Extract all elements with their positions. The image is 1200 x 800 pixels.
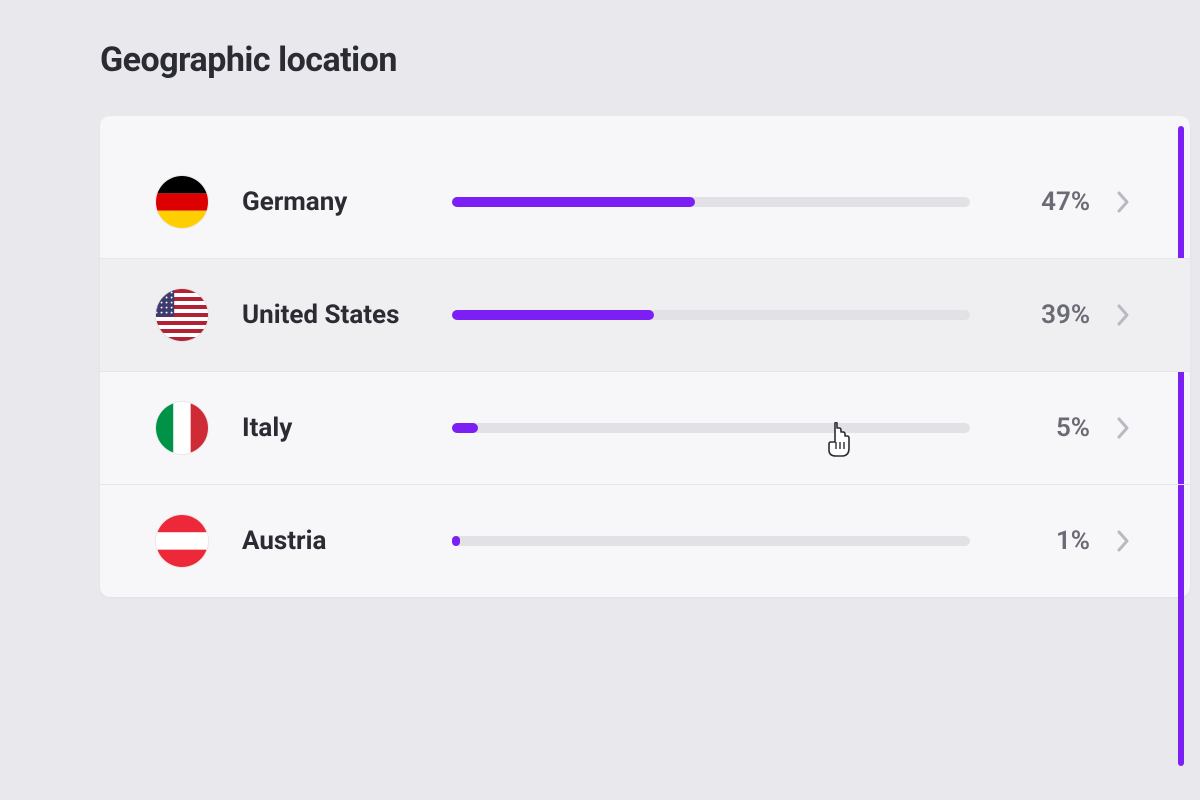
chevron-right-icon[interactable] [1090,303,1130,327]
chevron-right-icon[interactable] [1090,416,1130,440]
percent-label: 39% [1010,300,1090,330]
percent-label: 47% [1010,187,1090,217]
progress-track [452,310,970,320]
de-flag-icon [156,176,208,228]
country-name: Germany [242,186,442,219]
progress-fill [452,423,478,433]
country-name: Italy [242,412,442,445]
location-row[interactable]: United States 39% [100,259,1190,372]
location-row[interactable]: Italy 5% [100,372,1190,485]
progress-track [452,423,970,433]
percent-label: 1% [1010,526,1090,556]
progress-fill [452,197,695,207]
at-flag-icon [156,515,208,567]
location-row[interactable]: Germany 47% [100,146,1190,259]
location-row[interactable]: Austria 1% [100,485,1190,597]
it-flag-icon [156,402,208,454]
country-name: United States [242,299,442,332]
chevron-right-icon[interactable] [1090,529,1130,553]
progress-track [452,197,970,207]
progress-track [452,536,970,546]
country-name: Austria [242,525,442,558]
percent-label: 5% [1010,413,1090,443]
location-card: Germany 47% United States 39% Italy 5% Austria… [100,116,1190,597]
page-title: Geographic location [100,40,1200,80]
page-container: Geographic location Germany 47% United Sta… [0,0,1200,597]
progress-fill [452,310,654,320]
location-list: Germany 47% United States 39% Italy 5% Austria… [100,146,1190,597]
progress-fill [452,536,460,546]
chevron-right-icon[interactable] [1090,190,1130,214]
us-flag-icon [156,289,208,341]
